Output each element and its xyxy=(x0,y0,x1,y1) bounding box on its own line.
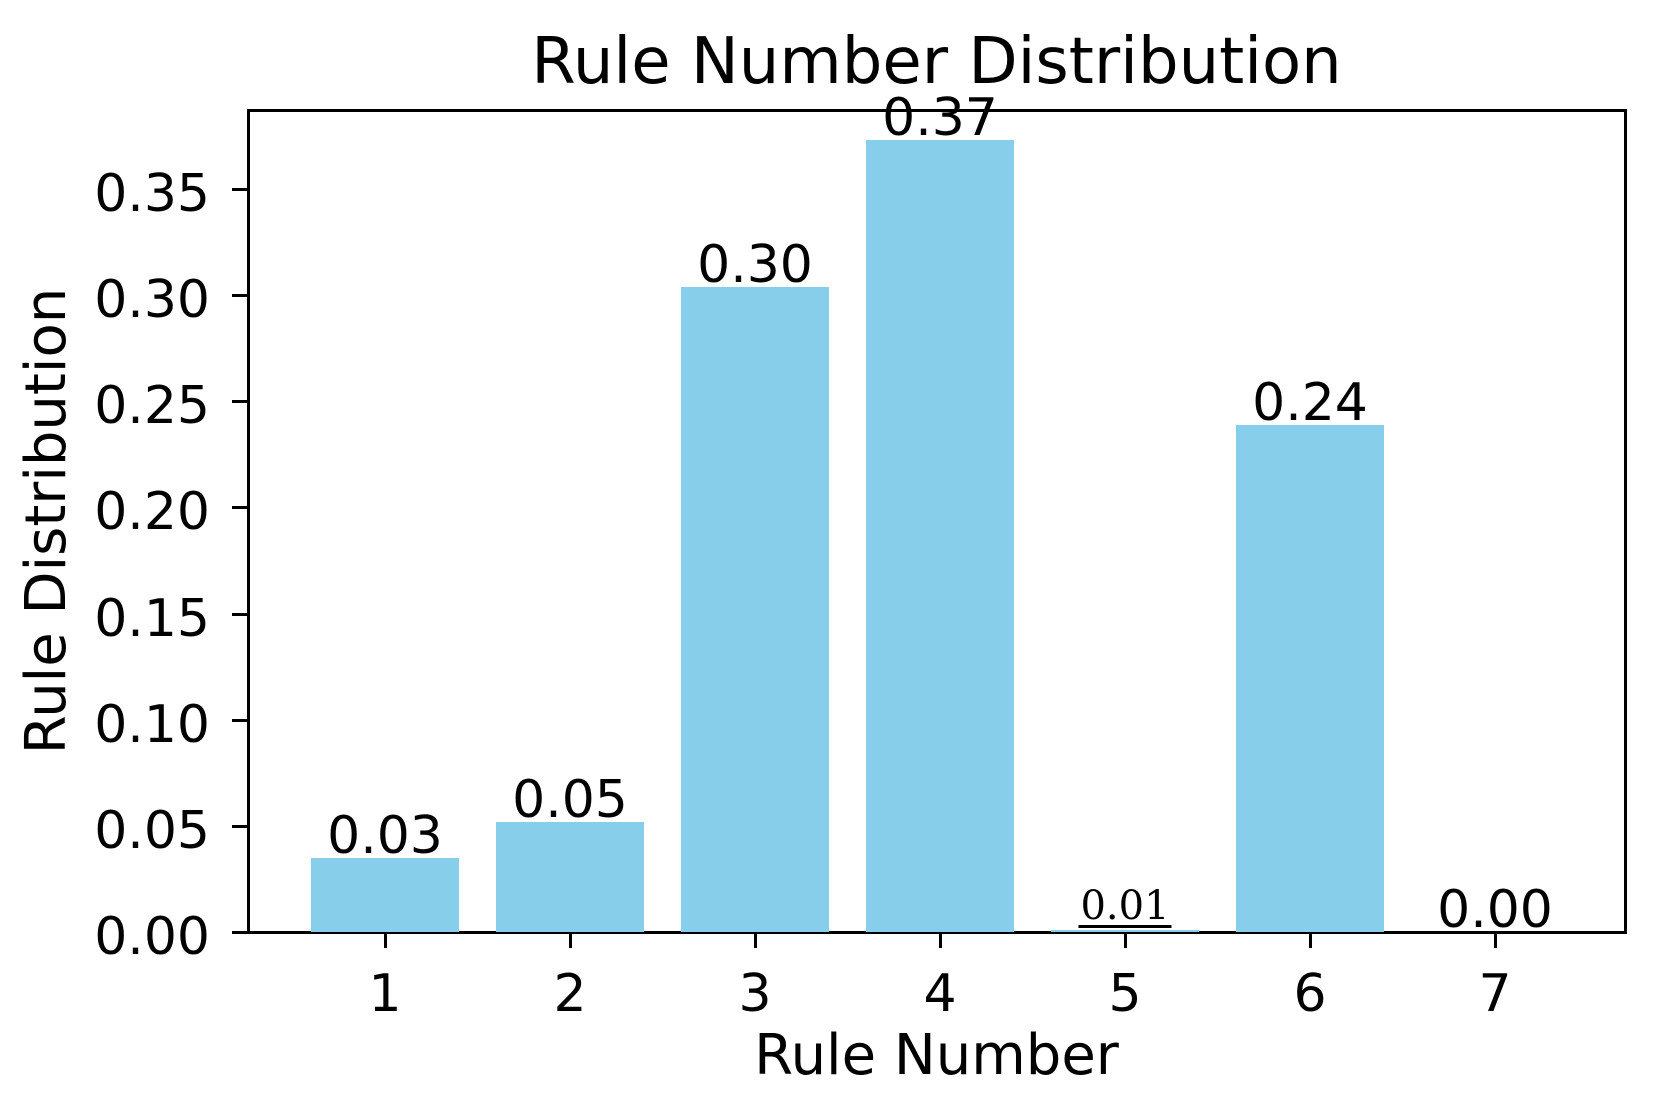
bar-value-label: 0.03 xyxy=(327,806,443,866)
y-axis-label: Rule Distribution xyxy=(14,287,79,755)
y-tick-mark xyxy=(232,612,248,616)
bar xyxy=(866,140,1014,932)
x-tick-label: 4 xyxy=(923,964,957,1024)
y-tick-mark xyxy=(232,505,248,509)
bar-value-label: 0.37 xyxy=(882,88,998,148)
bar-value-label: 0.00 xyxy=(1437,880,1553,940)
chart-title: Rule Number Distribution xyxy=(531,25,1342,99)
y-tick-mark xyxy=(232,399,248,403)
y-tick-mark xyxy=(232,293,248,297)
x-tick-mark xyxy=(753,932,757,948)
y-tick-label: 0.00 xyxy=(94,907,210,967)
y-tick-mark xyxy=(232,718,248,722)
x-tick-label: 1 xyxy=(368,964,402,1024)
bar xyxy=(1051,930,1199,932)
x-tick-label: 5 xyxy=(1108,964,1142,1024)
x-tick-label: 7 xyxy=(1478,964,1512,1024)
bar-value-label: 0.24 xyxy=(1252,373,1368,433)
y-tick-label: 0.35 xyxy=(94,164,210,224)
x-tick-mark xyxy=(568,932,572,948)
bar xyxy=(496,822,644,932)
y-tick-label: 0.20 xyxy=(94,482,210,542)
y-tick-label: 0.10 xyxy=(94,695,210,755)
y-tick-label: 0.15 xyxy=(94,589,210,649)
x-tick-mark xyxy=(1308,932,1312,948)
bar xyxy=(311,858,459,932)
x-tick-mark xyxy=(938,932,942,948)
y-tick-label: 0.25 xyxy=(94,376,210,436)
x-tick-label: 3 xyxy=(738,964,772,1024)
x-tick-label: 6 xyxy=(1293,964,1327,1024)
x-tick-mark xyxy=(1493,932,1497,948)
y-tick-label: 0.05 xyxy=(94,801,210,861)
y-tick-label: 0.30 xyxy=(94,270,210,330)
plot-area xyxy=(247,109,1627,934)
x-tick-mark xyxy=(383,932,387,948)
y-tick-mark xyxy=(232,824,248,828)
bar xyxy=(681,287,829,932)
y-tick-mark xyxy=(232,187,248,191)
bar-value-label: 0.05 xyxy=(512,770,628,830)
bar-value-label: 0.01 xyxy=(1078,883,1172,929)
x-axis-label: Rule Number xyxy=(754,1023,1119,1088)
bar xyxy=(1236,425,1384,932)
x-tick-mark xyxy=(1123,932,1127,948)
bar-value-label: 0.30 xyxy=(697,235,813,295)
x-tick-label: 2 xyxy=(553,964,587,1024)
y-tick-mark xyxy=(232,930,248,934)
